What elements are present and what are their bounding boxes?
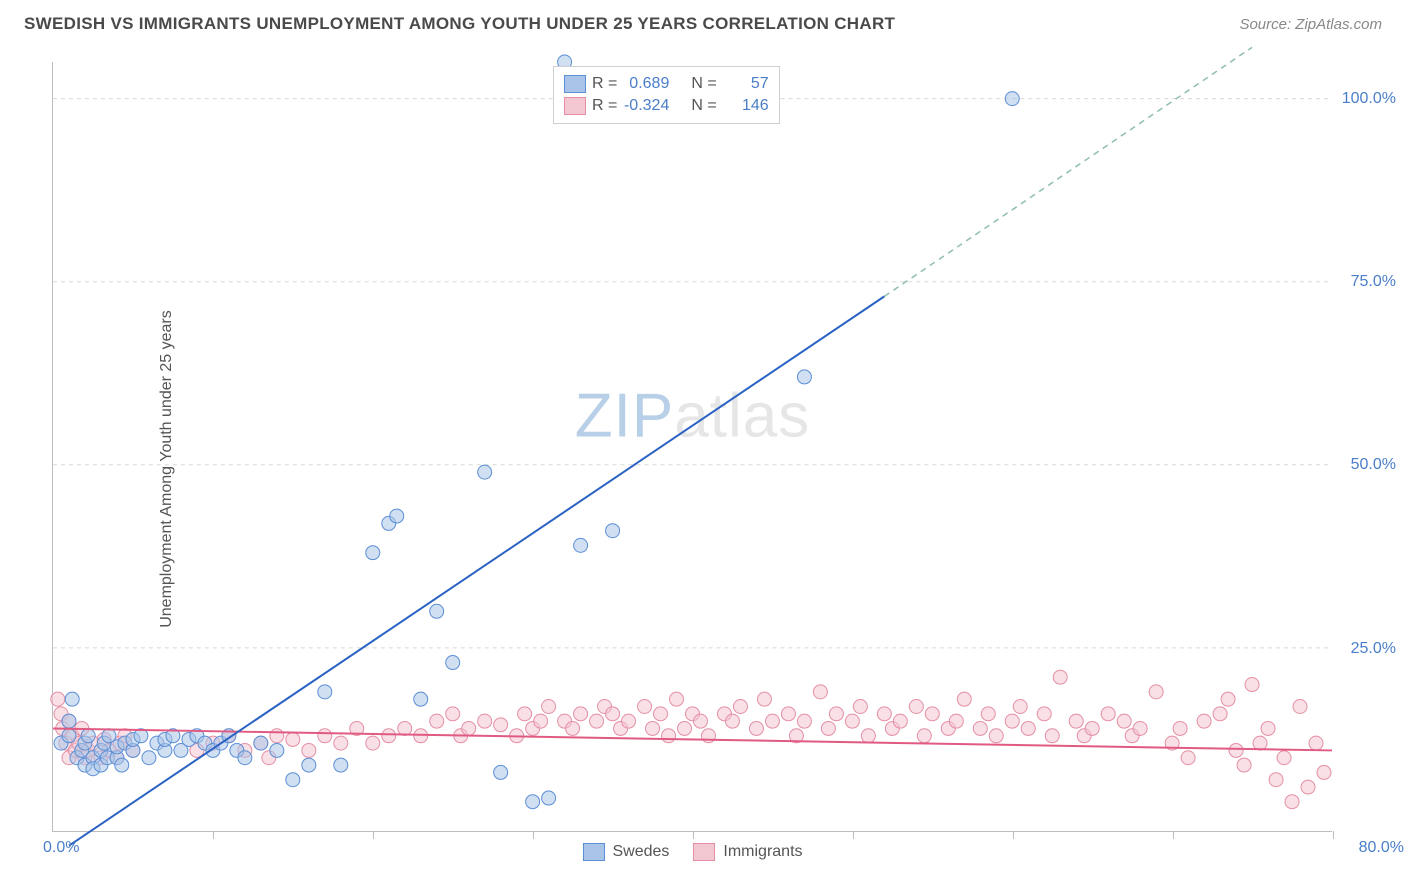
- swedes-swatch: [564, 75, 586, 93]
- plot-svg: [53, 62, 1332, 831]
- x-tick: [1173, 831, 1174, 839]
- x-tick: [693, 831, 694, 839]
- y-tick-label: 50.0%: [1351, 456, 1396, 474]
- immigrants-swatch: [564, 97, 586, 115]
- y-tick-label: 25.0%: [1351, 640, 1396, 658]
- swedes-r-value: 0.689: [623, 75, 669, 93]
- stats-legend-row-immigrants: R = -0.324 N = 146: [564, 95, 769, 117]
- immigrants-n-value: 146: [723, 97, 769, 115]
- n-label: N =: [691, 97, 716, 115]
- series-legend: Swedes Immigrants: [582, 843, 802, 861]
- plot-area: ZIPatlas 25.0%50.0%75.0%100.0% 0.0% 80.0…: [52, 62, 1332, 832]
- x-axis-min-label: 0.0%: [43, 839, 79, 857]
- x-tick: [213, 831, 214, 839]
- y-tick-label: 75.0%: [1351, 273, 1396, 291]
- y-tick-label: 100.0%: [1342, 90, 1396, 108]
- x-tick: [1013, 831, 1014, 839]
- page-title: SWEDISH VS IMMIGRANTS UNEMPLOYMENT AMONG…: [24, 14, 895, 34]
- legend-item-immigrants: Immigrants: [693, 843, 802, 861]
- n-label: N =: [691, 75, 716, 93]
- immigrants-r-value: -0.324: [623, 97, 669, 115]
- swedes-legend-label: Swedes: [612, 843, 669, 861]
- immigrants-swatch-icon: [693, 843, 715, 861]
- legend-item-swedes: Swedes: [582, 843, 669, 861]
- r-label: R =: [592, 97, 617, 115]
- x-tick: [1333, 831, 1334, 839]
- x-tick: [853, 831, 854, 839]
- source-attribution: Source: ZipAtlas.com: [1239, 16, 1382, 33]
- x-tick: [373, 831, 374, 839]
- immigrants-legend-label: Immigrants: [723, 843, 802, 861]
- swedes-n-value: 57: [723, 75, 769, 93]
- swedes-swatch-icon: [582, 843, 604, 861]
- chart-container: Unemployment Among Youth under 25 years …: [0, 46, 1406, 892]
- stats-legend: R = 0.689 N = 57 R = -0.324 N = 146: [553, 66, 780, 124]
- x-tick: [533, 831, 534, 839]
- r-label: R =: [592, 75, 617, 93]
- stats-legend-row-swedes: R = 0.689 N = 57: [564, 73, 769, 95]
- x-axis-max-label: 80.0%: [1359, 839, 1404, 857]
